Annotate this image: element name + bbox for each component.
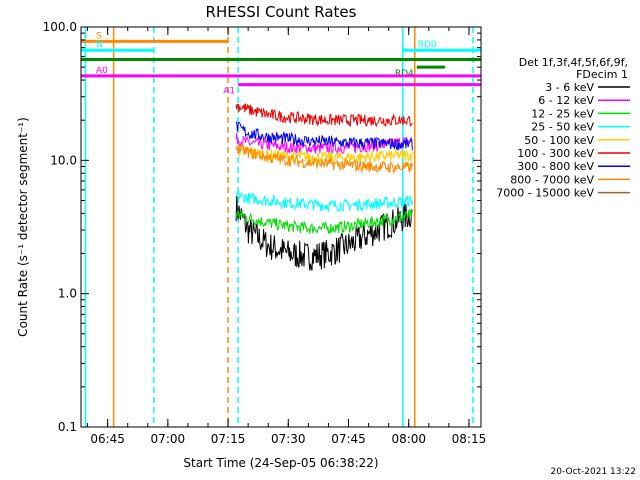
series-line bbox=[235, 133, 413, 155]
annotation-label: RD4 bbox=[395, 69, 414, 79]
x-tick-label: 07:15 bbox=[211, 432, 246, 446]
footer-date: 20-Oct-2021 13:22 bbox=[551, 467, 636, 477]
y-tick-label: 0.1 bbox=[58, 420, 77, 434]
series-line bbox=[235, 103, 413, 128]
x-tick-label: 07:45 bbox=[331, 432, 366, 446]
series-line bbox=[235, 121, 413, 151]
legend-entry-label: 50 - 100 keV bbox=[524, 134, 594, 147]
annotation-label: A1 bbox=[223, 87, 235, 97]
x-tick-label: 07:00 bbox=[151, 432, 186, 446]
x-tick-label: 08:00 bbox=[391, 432, 426, 446]
legend-title-line1: Det 1f,3f,4f,5f,6f,9f, bbox=[519, 56, 628, 69]
annotation-label: S bbox=[96, 31, 102, 41]
x-tick-label: 08:15 bbox=[452, 432, 487, 446]
annotation-layer: SN RD0 RD4 A0 A1 bbox=[81, 27, 481, 427]
legend-entry-label: 3 - 6 keV bbox=[545, 81, 594, 94]
legend-entry-label: 25 - 50 keV bbox=[531, 121, 594, 134]
series-layer bbox=[235, 103, 413, 271]
legend-title-line2: FDecim 1 bbox=[576, 68, 628, 81]
y-tick-label: 1.0 bbox=[58, 287, 77, 301]
x-tick-label: 07:30 bbox=[271, 432, 306, 446]
x-axis-label: Start Time (24-Sep-05 06:38:22) bbox=[183, 456, 378, 470]
chart-title: RHESSI Count Rates bbox=[206, 3, 357, 21]
series-line bbox=[235, 208, 413, 234]
legend-entry-label: 300 - 800 keV bbox=[517, 160, 594, 173]
y-tick-label: 100.0 bbox=[43, 20, 77, 34]
legend-entry-label: 800 - 7000 keV bbox=[510, 173, 594, 186]
series-line bbox=[235, 190, 413, 213]
annotation-label: N bbox=[96, 40, 103, 50]
series-line bbox=[235, 143, 413, 175]
y-tick-label: 10.0 bbox=[50, 153, 77, 167]
annotation-label: RD0 bbox=[418, 40, 437, 50]
x-tick-label: 06:45 bbox=[90, 432, 125, 446]
plot-frame bbox=[80, 26, 482, 428]
legend-entry-label: 12 - 25 keV bbox=[531, 107, 594, 120]
legend-entry-label: 100 - 300 keV bbox=[517, 147, 594, 160]
y-axis-label: Count Rate (s⁻¹ detector segment⁻¹) bbox=[16, 117, 30, 337]
annotation-label: A0 bbox=[96, 66, 108, 76]
axes-layer: 0.1 1.0 10.0 100.0 06:45 07:00 07:15 07:30 07:45… bbox=[43, 20, 487, 446]
legend-entry-label: 7000 - 15000 keV bbox=[496, 187, 594, 200]
legend-entry-label: 6 - 12 keV bbox=[538, 94, 594, 107]
